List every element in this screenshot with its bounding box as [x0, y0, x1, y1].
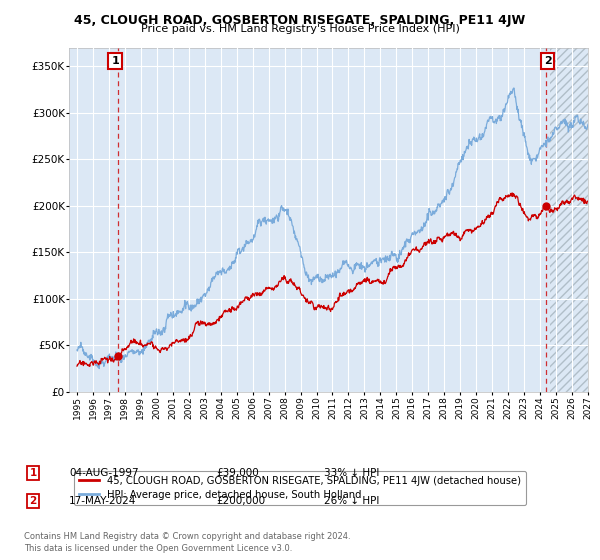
Text: Price paid vs. HM Land Registry's House Price Index (HPI): Price paid vs. HM Land Registry's House …: [140, 24, 460, 34]
Text: 1: 1: [111, 56, 119, 66]
Text: 26% ↓ HPI: 26% ↓ HPI: [324, 496, 379, 506]
Text: 33% ↓ HPI: 33% ↓ HPI: [324, 468, 379, 478]
Legend: 45, CLOUGH ROAD, GOSBERTON RISEGATE, SPALDING, PE11 4JW (detached house), HPI: A: 45, CLOUGH ROAD, GOSBERTON RISEGATE, SPA…: [74, 471, 526, 505]
Text: 45, CLOUGH ROAD, GOSBERTON RISEGATE, SPALDING, PE11 4JW: 45, CLOUGH ROAD, GOSBERTON RISEGATE, SPA…: [74, 14, 526, 27]
Text: 2: 2: [29, 496, 37, 506]
Text: 1: 1: [29, 468, 37, 478]
Text: 04-AUG-1997: 04-AUG-1997: [69, 468, 139, 478]
Text: 17-MAY-2024: 17-MAY-2024: [69, 496, 136, 506]
Text: Contains HM Land Registry data © Crown copyright and database right 2024.
This d: Contains HM Land Registry data © Crown c…: [24, 532, 350, 553]
Bar: [550, 48, 596, 392]
Text: £39,000: £39,000: [216, 468, 259, 478]
Text: £200,000: £200,000: [216, 496, 265, 506]
Text: 2: 2: [544, 56, 551, 66]
